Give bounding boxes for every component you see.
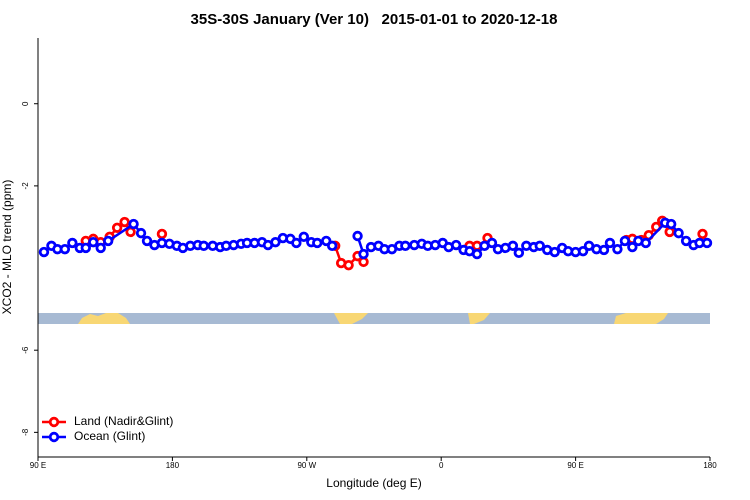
point <box>577 245 589 257</box>
point <box>358 248 369 260</box>
point <box>486 237 498 249</box>
legend-label: Ocean (Glint) <box>74 429 145 443</box>
point <box>119 216 130 228</box>
point <box>80 242 91 254</box>
x-axis-label: Longitude (deg E) <box>326 476 421 490</box>
y-tick-label: 0 <box>21 101 30 106</box>
point <box>604 237 616 249</box>
map-land <box>78 313 130 324</box>
point <box>400 240 411 252</box>
legend-marker <box>48 416 60 428</box>
x-tick-label: 90 E <box>567 461 583 470</box>
point <box>627 241 638 253</box>
point <box>102 235 114 247</box>
point <box>701 237 713 249</box>
point <box>67 237 78 249</box>
point <box>471 248 483 260</box>
point <box>549 246 560 258</box>
point <box>111 222 123 233</box>
point <box>665 218 677 230</box>
x-tick-label: 90 E <box>30 461 46 470</box>
point <box>95 242 106 254</box>
y-axis-label: XCO2 - MLO trend (ppm) <box>0 180 14 315</box>
map-strip <box>38 313 710 324</box>
point <box>270 236 281 248</box>
point <box>291 237 302 249</box>
point <box>312 237 323 249</box>
point <box>88 236 99 248</box>
point <box>640 237 651 249</box>
point <box>507 240 519 252</box>
point <box>598 244 610 256</box>
map-land <box>334 313 368 324</box>
chart-title: 35S-30S January (Ver 10) 2015-01-01 to 2… <box>191 11 558 28</box>
point <box>59 243 71 255</box>
point <box>156 228 168 240</box>
x-tick-label: 180 <box>703 461 717 470</box>
point <box>619 235 631 247</box>
point <box>135 227 147 239</box>
point <box>697 228 708 240</box>
y-tick-label: -6 <box>21 346 30 354</box>
point <box>38 246 50 258</box>
point <box>664 226 675 238</box>
point <box>612 243 623 255</box>
x-tick-label: 90 W <box>297 461 316 470</box>
point <box>673 227 684 239</box>
point <box>298 231 310 243</box>
point <box>513 247 525 259</box>
map-land <box>468 313 490 324</box>
point <box>326 240 338 252</box>
x-tick-label: 0 <box>439 461 444 470</box>
point <box>128 218 139 230</box>
point <box>534 240 545 252</box>
point <box>680 235 692 247</box>
map-ocean <box>38 313 710 324</box>
legend-marker <box>48 431 60 443</box>
x-tick-label: 180 <box>166 461 180 470</box>
point <box>141 235 153 247</box>
y-tick-label: -8 <box>21 428 30 436</box>
point <box>352 230 363 242</box>
map-land <box>614 313 668 324</box>
legend-label: Land (Nadir&Glint) <box>74 414 173 428</box>
y-tick-label: -2 <box>21 182 30 190</box>
point <box>343 259 354 271</box>
point <box>450 239 462 251</box>
point <box>198 240 209 252</box>
